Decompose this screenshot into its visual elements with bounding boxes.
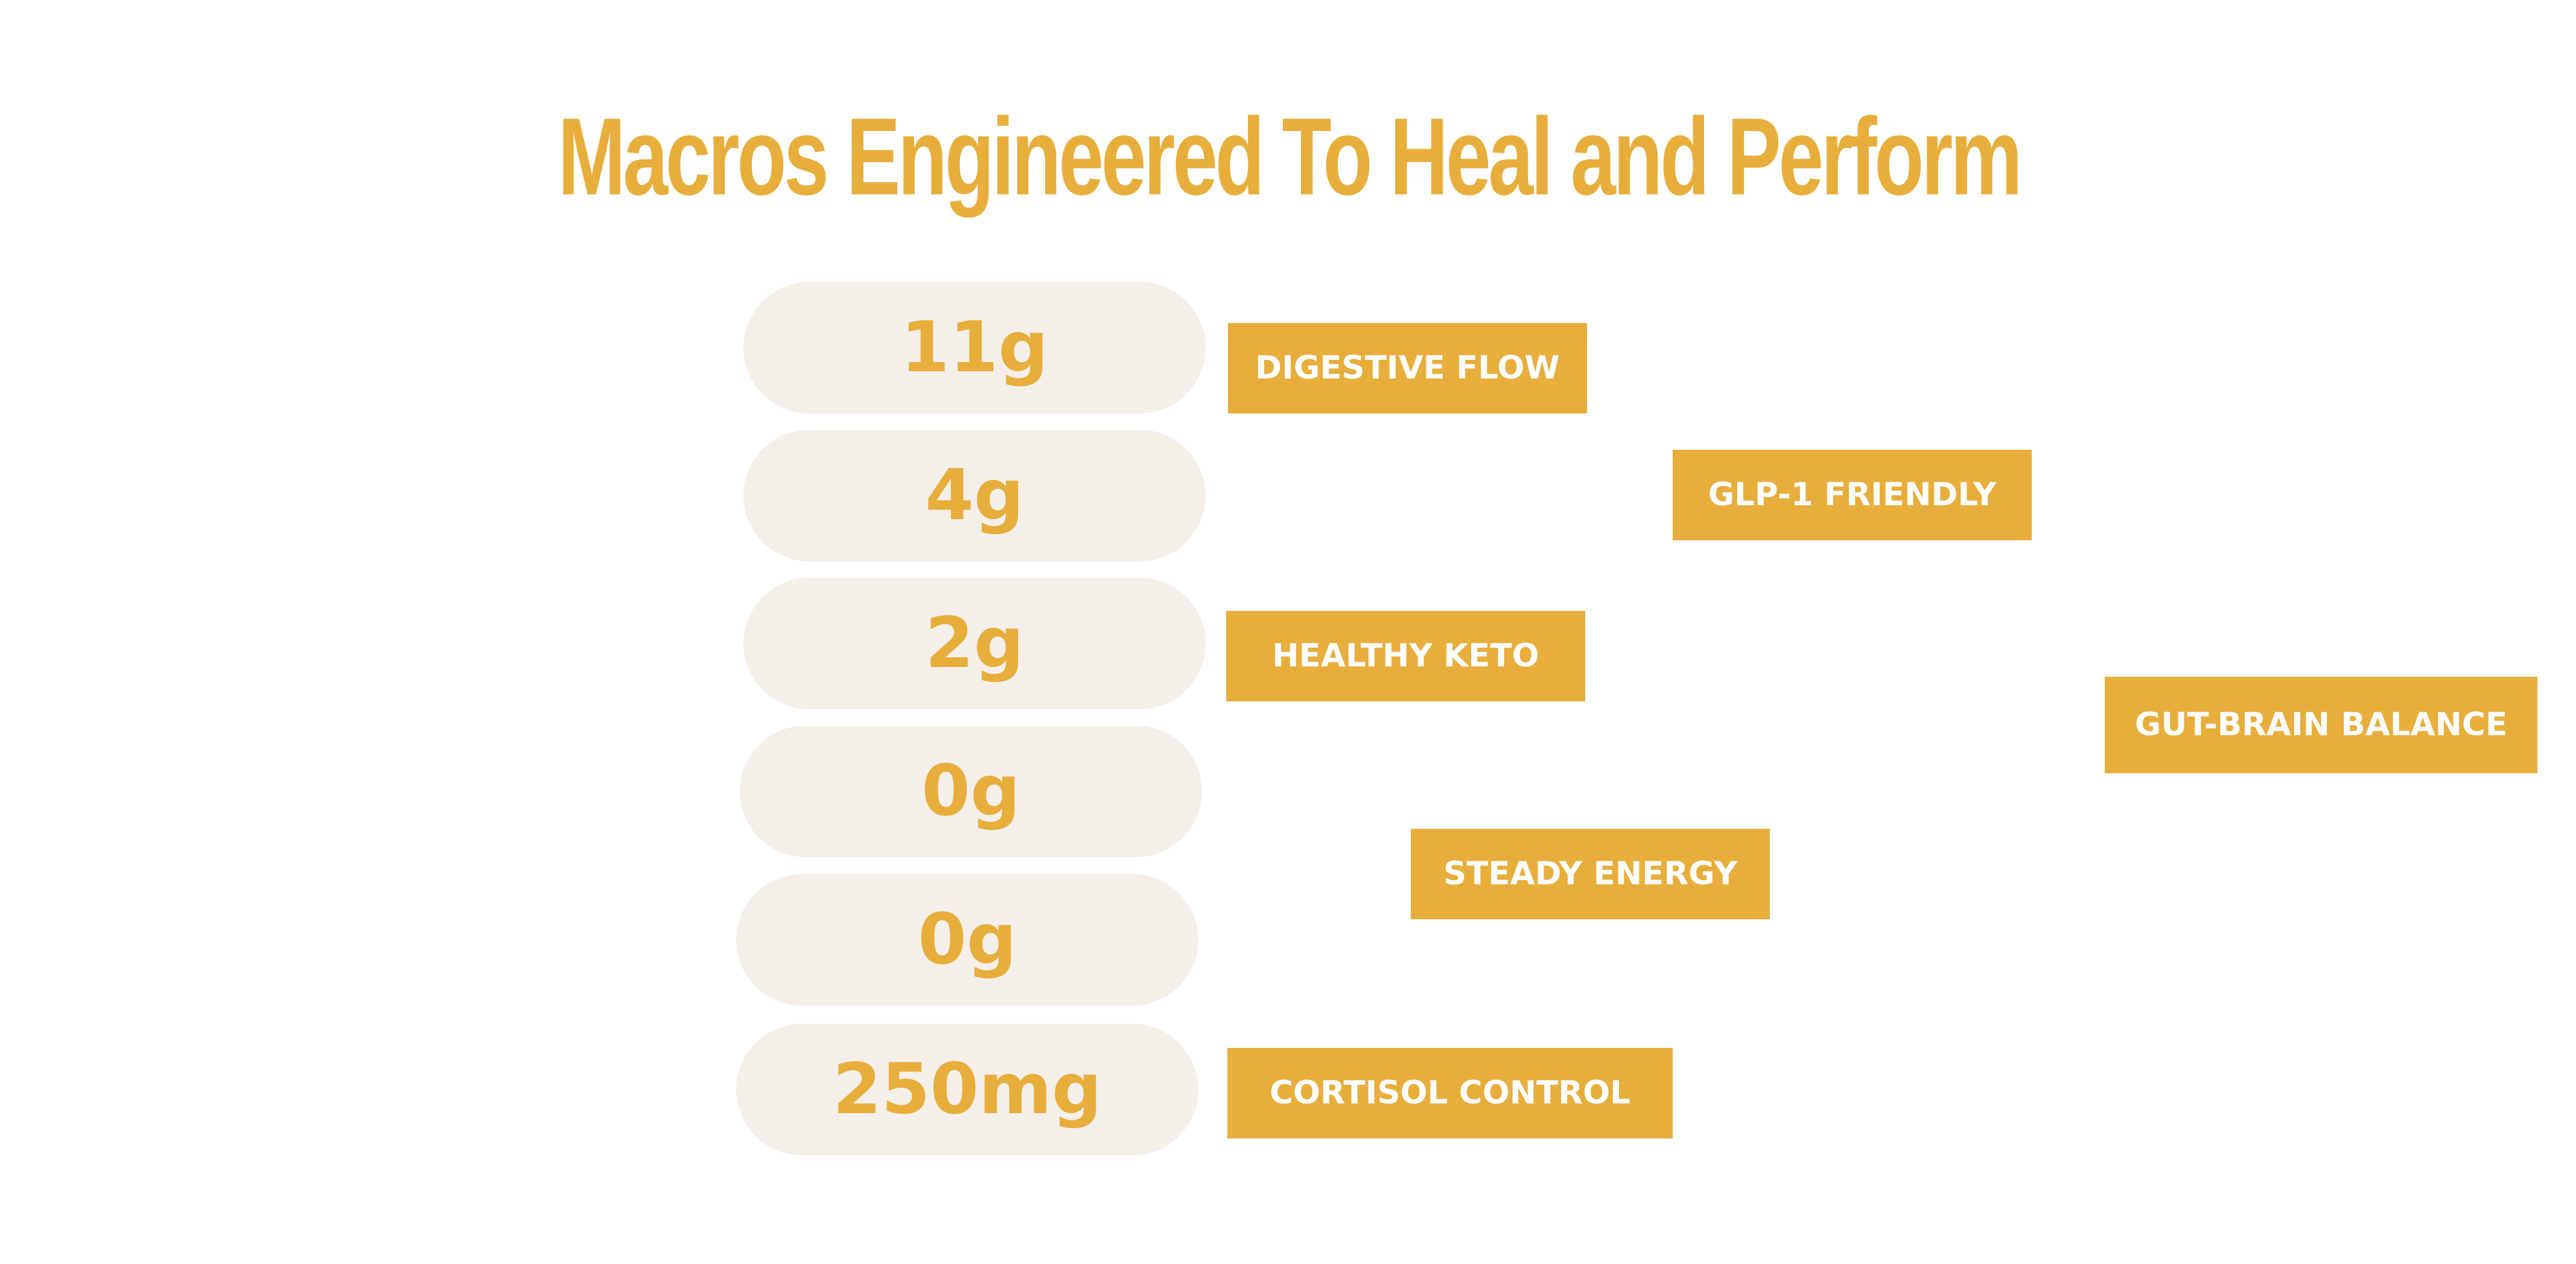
benefit-tag: GUT-BRAIN BALANCE [2105,677,2537,773]
benefit-tag: GLP-1 FRIENDLY [1673,450,2032,540]
macro-pill: 0g [740,726,1202,857]
benefit-tag: DIGESTIVE FLOW [1228,323,1587,413]
macro-pill: 250mg [736,1024,1198,1155]
benefit-tag: STEADY ENERGY [1411,829,1770,919]
macro-pill: 11g [743,282,1206,413]
macro-pill: 0g [736,874,1198,1006]
page-title: Macros Engineered To Heal and Perform [558,95,2023,218]
macro-pill: 2g [743,578,1206,709]
macro-pill: 4g [743,430,1206,561]
benefit-tag: CORTISOL CONTROL [1227,1048,1673,1138]
benefit-tag: HEALTHY KETO [1226,611,1585,701]
